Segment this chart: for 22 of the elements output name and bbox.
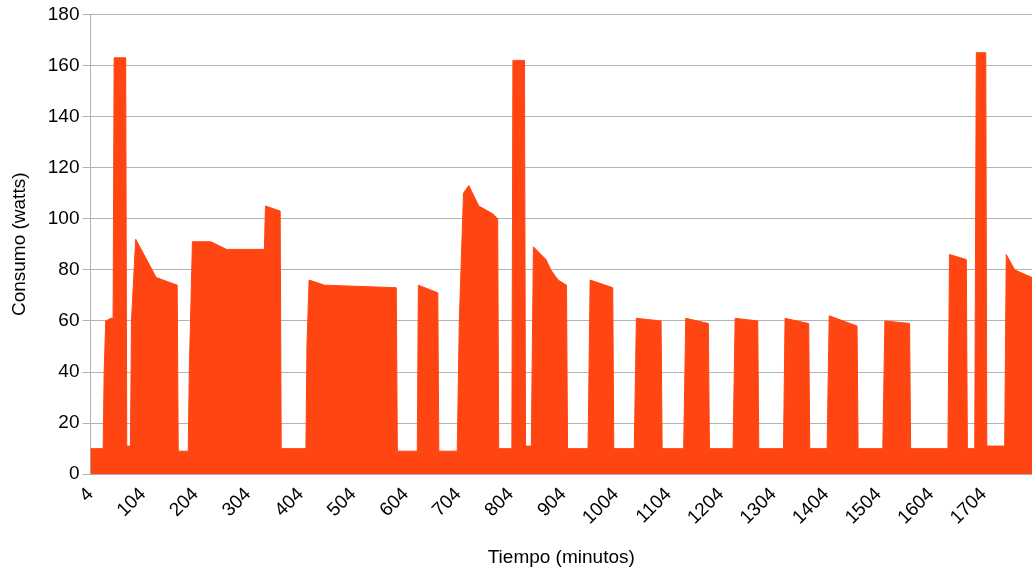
x-tick-label: 304 [217, 482, 255, 521]
x-tick-label: 204 [164, 482, 203, 521]
x-tick-label: 504 [322, 482, 361, 521]
y-tick-label: 100 [47, 206, 80, 228]
x-tick-label: 804 [480, 482, 518, 521]
y-tick-label: 60 [58, 309, 80, 331]
y-tick-label: 160 [47, 53, 80, 75]
y-tick-label: 180 [47, 2, 80, 24]
y-tick-label: 20 [58, 411, 80, 433]
x-tick-label: 904 [532, 482, 571, 521]
x-tick-label: 604 [375, 482, 413, 521]
x-axis-title: Tiempo (minutos) [487, 545, 635, 567]
x-tick-label: 104 [112, 482, 150, 521]
y-tick-label: 140 [47, 104, 80, 126]
y-axis-title: Consumo (watts) [7, 172, 29, 317]
y-tick-label: 40 [58, 360, 80, 382]
y-tick-label: 120 [47, 155, 80, 177]
x-tick-label: 404 [269, 482, 308, 521]
x-tick-label: 704 [427, 482, 466, 521]
x-tick-label: 4 [74, 482, 98, 506]
y-tick-label: 0 [68, 462, 80, 484]
y-tick-label: 80 [58, 258, 80, 280]
